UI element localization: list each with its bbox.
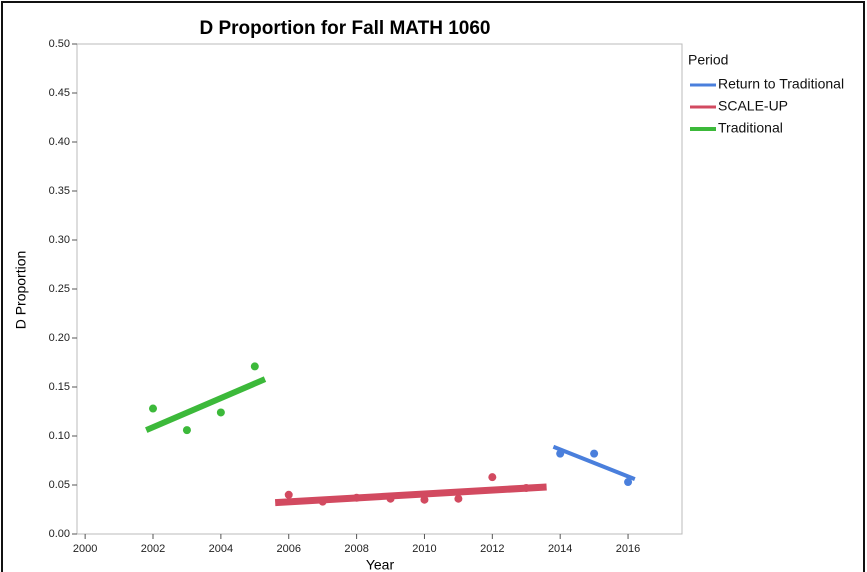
- y-tick-label: 0.05: [49, 479, 70, 491]
- point: [590, 449, 599, 458]
- point: [386, 494, 395, 503]
- y-tick-label: 0.35: [49, 185, 70, 197]
- point: [556, 449, 565, 458]
- plot-area: [76, 43, 683, 535]
- y-tick-label: 0.15: [49, 381, 70, 393]
- point: [318, 497, 327, 506]
- x-tick-label: 2010: [412, 543, 436, 555]
- y-tick-label: 0.20: [49, 332, 70, 344]
- point: [522, 483, 531, 492]
- point: [420, 495, 429, 504]
- point: [149, 404, 158, 413]
- point: [182, 426, 191, 435]
- point: [216, 408, 225, 417]
- point: [284, 490, 293, 499]
- y-tick-label: 0.25: [49, 283, 70, 295]
- point: [454, 494, 463, 503]
- point: [488, 473, 497, 482]
- x-tick-label: 2008: [344, 543, 368, 555]
- y-axis-label: D Proportion: [13, 251, 29, 330]
- legend-text: Traditional: [718, 120, 783, 136]
- x-tick-label: 2002: [141, 543, 165, 555]
- x-axis-label: Year: [366, 557, 395, 572]
- y-tick-label: 0.30: [49, 234, 70, 246]
- x-tick-label: 2004: [209, 543, 233, 555]
- y-tick-label: 0.00: [49, 528, 70, 540]
- y-tick-label: 0.45: [49, 87, 70, 99]
- fit-line: [145, 376, 267, 433]
- legend-title: Period: [688, 52, 728, 68]
- legend-text: Return to Traditional: [718, 76, 844, 92]
- x-tick-label: 2014: [548, 543, 572, 555]
- chart-title: D Proportion for Fall MATH 1060: [199, 18, 490, 39]
- x-tick-label: 2000: [73, 543, 97, 555]
- fit-line: [552, 444, 636, 481]
- y-tick-label: 0.40: [49, 136, 70, 148]
- legend-text: SCALE-UP: [718, 98, 788, 114]
- x-tick-label: 2006: [276, 543, 300, 555]
- point: [624, 478, 633, 487]
- y-tick-label: 0.10: [49, 430, 70, 442]
- point: [352, 493, 361, 502]
- point: [250, 362, 259, 371]
- x-tick-label: 2016: [616, 543, 640, 555]
- y-tick-label: 0.50: [49, 38, 70, 50]
- x-tick-label: 2012: [480, 543, 504, 555]
